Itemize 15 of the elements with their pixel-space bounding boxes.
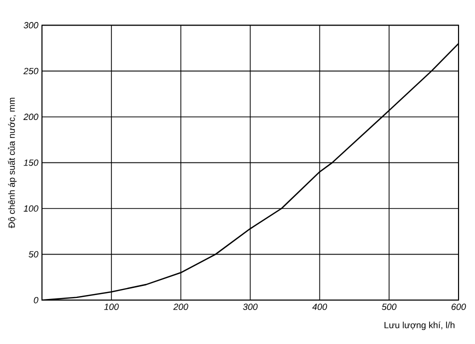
y-tick-label: 200 [23, 114, 38, 120]
x-tick-label: 300 [242, 304, 258, 310]
y-tick-label: 300 [24, 22, 38, 28]
y-tick-label: 100 [24, 205, 38, 212]
x-tick-label: 100 [104, 304, 119, 310]
y-tick-label: 250 [23, 68, 38, 74]
y-tick-label: 0 [34, 296, 38, 304]
x-tick-label: 500 [382, 304, 397, 310]
x-tick-label: 200 [173, 304, 188, 310]
x-tick-label: 400 [312, 304, 328, 310]
y-tick-label: 150 [24, 159, 38, 166]
y-axis-title: Độ chênh áp suất của nước, mm [8, 98, 17, 228]
x-tick-label: 600 [452, 304, 466, 310]
x-axis-title: Lưu lượng khí, l/h [384, 322, 454, 330]
y-tick-label: 50 [28, 251, 38, 258]
